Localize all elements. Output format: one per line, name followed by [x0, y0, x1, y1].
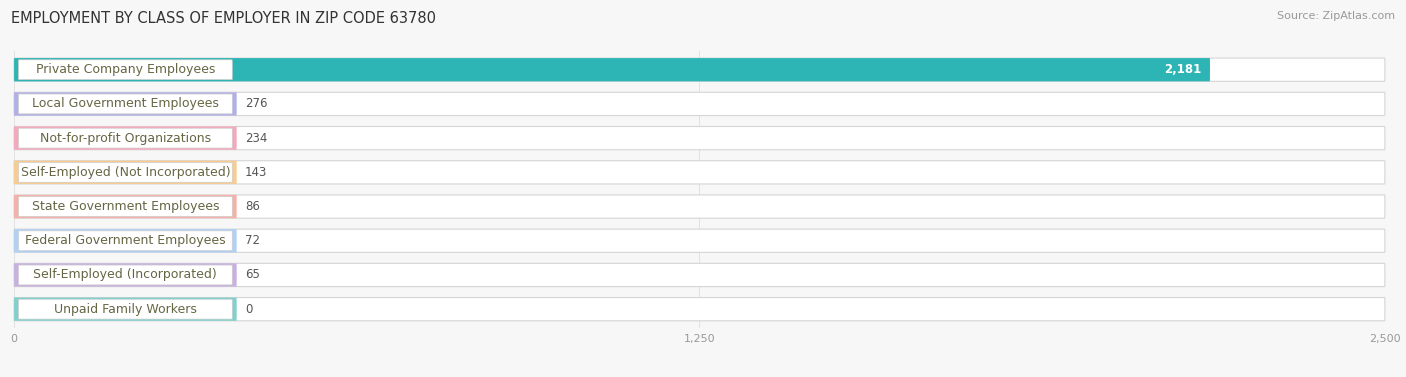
Text: Not-for-profit Organizations: Not-for-profit Organizations: [39, 132, 211, 145]
FancyBboxPatch shape: [14, 92, 1385, 115]
Text: Source: ZipAtlas.com: Source: ZipAtlas.com: [1277, 11, 1395, 21]
FancyBboxPatch shape: [18, 197, 232, 216]
FancyBboxPatch shape: [14, 263, 1385, 287]
FancyBboxPatch shape: [14, 297, 236, 321]
Text: Private Company Employees: Private Company Employees: [35, 63, 215, 76]
FancyBboxPatch shape: [18, 299, 232, 319]
FancyBboxPatch shape: [14, 229, 1385, 252]
Text: 65: 65: [245, 268, 260, 282]
Text: Self-Employed (Not Incorporated): Self-Employed (Not Incorporated): [21, 166, 231, 179]
FancyBboxPatch shape: [18, 94, 232, 114]
FancyBboxPatch shape: [14, 92, 236, 115]
FancyBboxPatch shape: [14, 58, 1385, 81]
Text: 143: 143: [245, 166, 267, 179]
Text: Federal Government Employees: Federal Government Employees: [25, 234, 226, 247]
FancyBboxPatch shape: [14, 161, 1385, 184]
Text: 72: 72: [245, 234, 260, 247]
FancyBboxPatch shape: [14, 195, 236, 218]
Text: 86: 86: [245, 200, 260, 213]
FancyBboxPatch shape: [18, 60, 232, 80]
FancyBboxPatch shape: [14, 229, 236, 252]
FancyBboxPatch shape: [14, 297, 1385, 321]
FancyBboxPatch shape: [14, 127, 236, 150]
Text: 234: 234: [245, 132, 267, 145]
FancyBboxPatch shape: [18, 162, 232, 182]
FancyBboxPatch shape: [18, 231, 232, 251]
FancyBboxPatch shape: [18, 128, 232, 148]
Text: State Government Employees: State Government Employees: [31, 200, 219, 213]
Text: EMPLOYMENT BY CLASS OF EMPLOYER IN ZIP CODE 63780: EMPLOYMENT BY CLASS OF EMPLOYER IN ZIP C…: [11, 11, 436, 26]
Text: Local Government Employees: Local Government Employees: [32, 97, 219, 110]
Text: 276: 276: [245, 97, 267, 110]
FancyBboxPatch shape: [14, 58, 1211, 81]
FancyBboxPatch shape: [14, 127, 1385, 150]
FancyBboxPatch shape: [18, 265, 232, 285]
Text: Self-Employed (Incorporated): Self-Employed (Incorporated): [34, 268, 218, 282]
Text: 0: 0: [245, 303, 252, 316]
FancyBboxPatch shape: [14, 161, 236, 184]
Text: 2,181: 2,181: [1164, 63, 1202, 76]
FancyBboxPatch shape: [14, 263, 236, 287]
Text: Unpaid Family Workers: Unpaid Family Workers: [53, 303, 197, 316]
FancyBboxPatch shape: [14, 195, 1385, 218]
